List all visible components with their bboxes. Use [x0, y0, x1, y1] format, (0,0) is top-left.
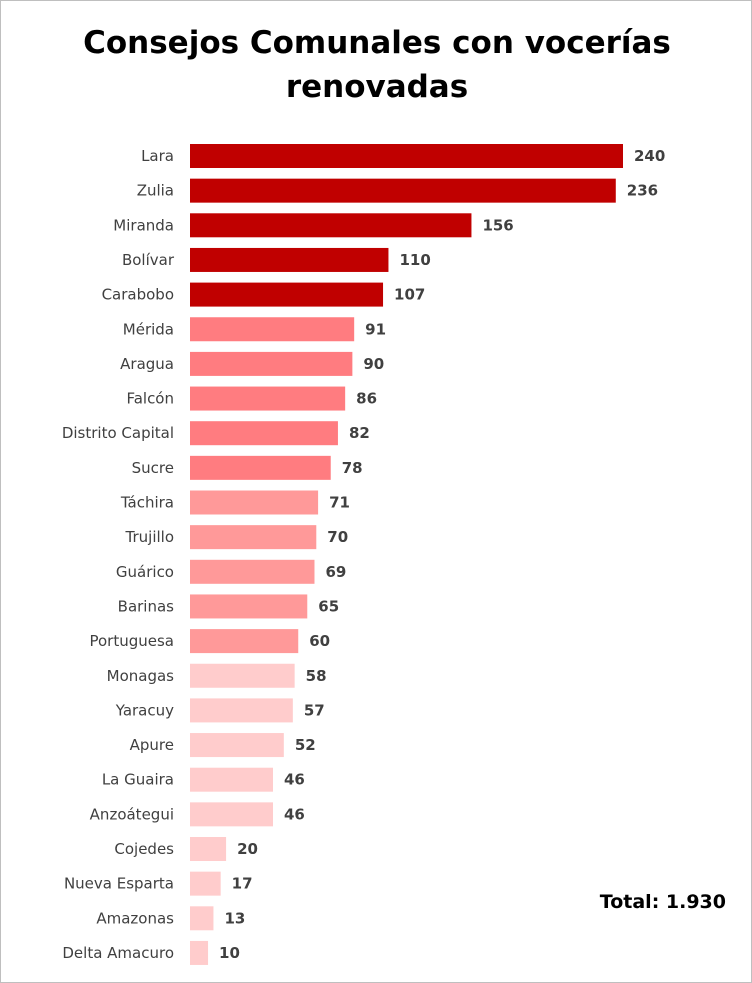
- chart-title: Consejos Comunales con vocerías renovada…: [83, 25, 671, 105]
- bar: [190, 213, 472, 238]
- category-label: Carabobo: [102, 286, 174, 304]
- bar: [190, 559, 315, 584]
- category-label: Nueva Esparta: [64, 875, 174, 893]
- bar: [190, 421, 338, 446]
- category-label: La Guaira: [102, 771, 174, 789]
- bar: [190, 767, 273, 792]
- value-label: 69: [325, 563, 346, 581]
- category-label: Mérida: [123, 320, 174, 338]
- value-label: 86: [356, 390, 377, 408]
- value-label: 57: [304, 701, 325, 719]
- value-label: 46: [284, 805, 305, 823]
- category-label: Barinas: [118, 597, 175, 615]
- category-label: Guárico: [116, 563, 174, 581]
- value-label: 65: [318, 597, 339, 615]
- value-label: 78: [342, 459, 363, 477]
- bar: [190, 594, 308, 619]
- bar: [190, 940, 209, 965]
- bar: [190, 351, 353, 376]
- value-label: 52: [295, 736, 316, 754]
- bar: [190, 455, 331, 480]
- category-label: Yaracuy: [115, 701, 174, 719]
- category-label: Trujillo: [125, 528, 174, 546]
- bar: [190, 698, 293, 723]
- category-label: Amazonas: [96, 909, 174, 927]
- bar: [190, 490, 319, 515]
- value-label: 13: [224, 909, 245, 927]
- bar: [190, 282, 384, 307]
- category-label: Táchira: [120, 494, 174, 512]
- category-label: Cojedes: [114, 840, 174, 858]
- category-label: Bolívar: [122, 251, 175, 269]
- bar: [190, 317, 355, 342]
- value-label: 90: [363, 355, 384, 373]
- bar: [190, 802, 273, 827]
- category-label: Apure: [130, 736, 174, 754]
- category-label: Monagas: [107, 667, 175, 685]
- value-label: 10: [219, 944, 240, 962]
- value-label: 240: [634, 147, 665, 165]
- bar: [190, 733, 284, 758]
- value-label: 46: [284, 771, 305, 789]
- bar: [190, 386, 346, 411]
- category-label: Lara: [141, 147, 174, 165]
- total-label: Total: 1.930: [599, 891, 726, 913]
- value-label: 20: [237, 840, 258, 858]
- category-label: Portuguesa: [89, 632, 174, 650]
- value-label: 110: [399, 251, 430, 269]
- value-label: 236: [627, 182, 658, 200]
- bar: [190, 144, 623, 168]
- category-label: Anzoátegui: [90, 805, 174, 823]
- bar: [190, 525, 317, 550]
- category-label: Falcón: [126, 390, 174, 408]
- value-label: 70: [327, 528, 348, 546]
- value-label: 156: [482, 216, 513, 234]
- bar: [190, 247, 389, 272]
- category-label: Aragua: [120, 355, 174, 373]
- bar: [190, 837, 227, 861]
- category-label: Sucre: [132, 459, 174, 477]
- bar: [190, 663, 295, 688]
- category-label: Miranda: [113, 216, 174, 234]
- value-label: 82: [349, 424, 370, 442]
- value-label: 71: [329, 494, 350, 512]
- bar: [190, 871, 221, 896]
- value-label: 58: [306, 667, 327, 685]
- category-label: Zulia: [137, 182, 174, 200]
- category-label: Distrito Capital: [62, 424, 174, 442]
- bar: [190, 178, 616, 203]
- value-label: 91: [365, 320, 386, 338]
- bar: [190, 629, 299, 654]
- value-label: 17: [232, 875, 253, 893]
- value-label: 107: [394, 286, 425, 304]
- bar: [190, 906, 214, 931]
- value-label: 60: [309, 632, 330, 650]
- category-label: Delta Amacuro: [62, 944, 174, 962]
